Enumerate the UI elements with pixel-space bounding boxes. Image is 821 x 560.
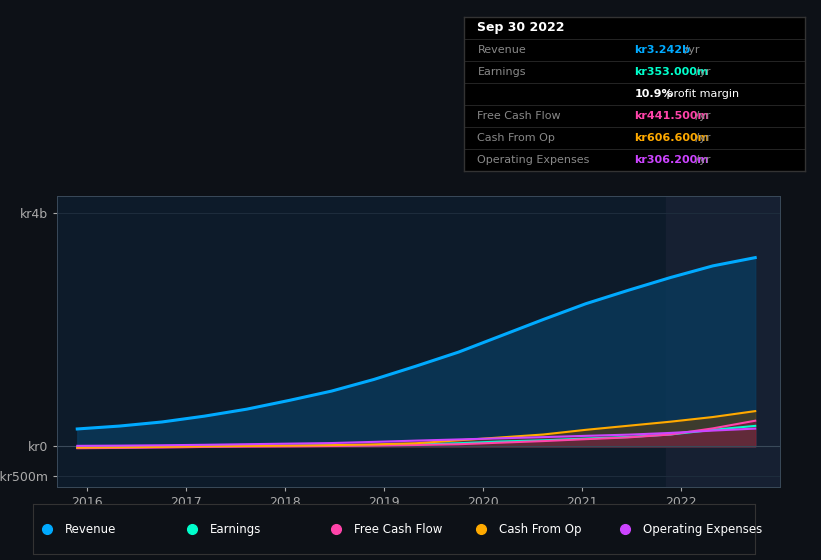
Text: /yr: /yr — [692, 133, 711, 143]
Text: kr606.600m: kr606.600m — [635, 133, 709, 143]
Text: kr3.242b: kr3.242b — [635, 45, 690, 55]
Text: Cash From Op: Cash From Op — [499, 522, 581, 536]
Text: Earnings: Earnings — [478, 67, 526, 77]
Text: kr353.000m: kr353.000m — [635, 67, 709, 77]
Text: Cash From Op: Cash From Op — [478, 133, 555, 143]
Text: /yr: /yr — [692, 155, 711, 165]
Text: Operating Expenses: Operating Expenses — [478, 155, 589, 165]
Text: kr441.500m: kr441.500m — [635, 111, 709, 121]
Text: /yr: /yr — [681, 45, 699, 55]
Text: kr306.200m: kr306.200m — [635, 155, 709, 165]
Text: Operating Expenses: Operating Expenses — [644, 522, 763, 536]
Text: /yr: /yr — [692, 67, 711, 77]
Text: Free Cash Flow: Free Cash Flow — [355, 522, 443, 536]
Text: Sep 30 2022: Sep 30 2022 — [478, 21, 565, 34]
Text: Revenue: Revenue — [478, 45, 526, 55]
Text: Free Cash Flow: Free Cash Flow — [478, 111, 561, 121]
Text: /yr: /yr — [692, 111, 711, 121]
Bar — [666, 196, 780, 487]
Text: profit margin: profit margin — [663, 89, 739, 99]
Text: 10.9%: 10.9% — [635, 89, 673, 99]
Text: Earnings: Earnings — [210, 522, 261, 536]
Text: Revenue: Revenue — [66, 522, 117, 536]
